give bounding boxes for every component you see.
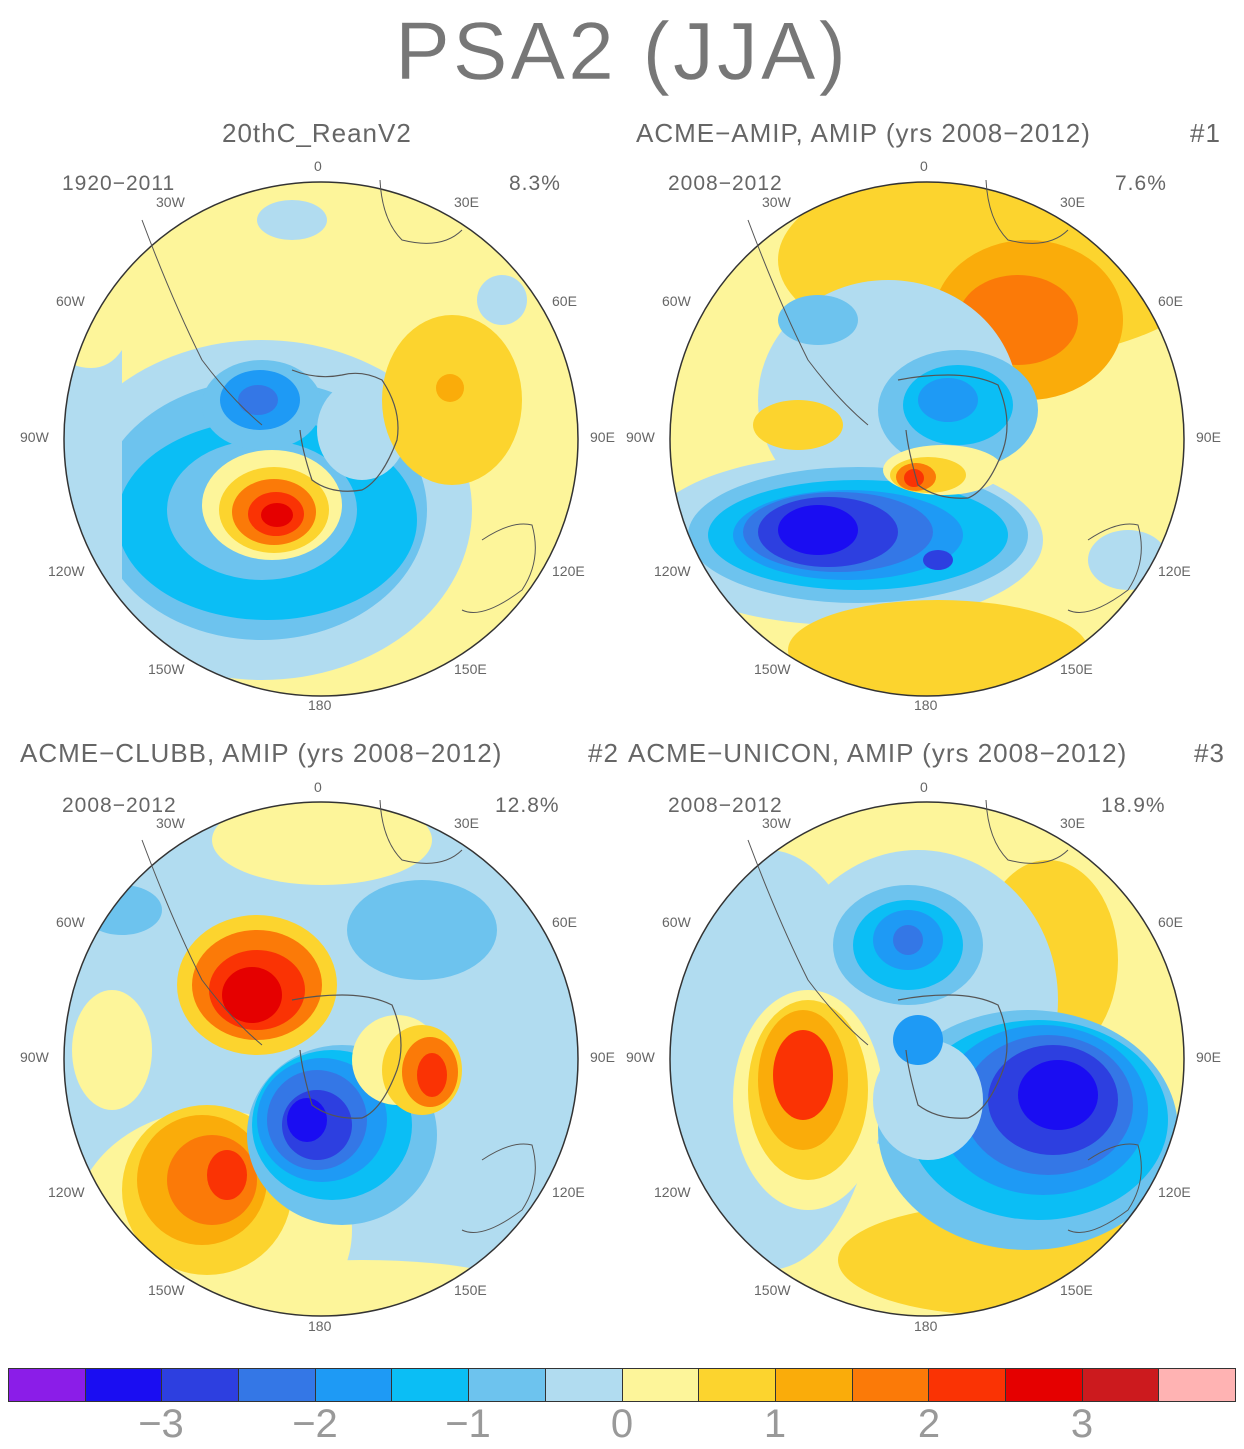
panel-1-lon-120w: 120W bbox=[48, 563, 85, 579]
panel-4-years: 2008−2012 bbox=[668, 794, 783, 817]
panel-4-lon-60w: 60W bbox=[662, 914, 691, 930]
panel-4-lon-150w: 150W bbox=[754, 1282, 791, 1298]
panel-1-lon-60w: 60W bbox=[56, 293, 85, 309]
panel-4-lon-90e: 90E bbox=[1196, 1049, 1221, 1065]
colorbar-label-neg1: −1 bbox=[445, 1402, 491, 1446]
panel-1-lon-30w: 30W bbox=[156, 194, 185, 210]
panel-1-lon-150e: 150E bbox=[454, 661, 487, 677]
panel-3-percent: 12.8% bbox=[495, 794, 560, 817]
panel-2-lon-150e: 150E bbox=[1060, 661, 1093, 677]
panel-1-percent: 8.3% bbox=[509, 172, 561, 195]
colorbar-swatch bbox=[928, 1368, 1006, 1402]
colorbar-swatch bbox=[468, 1368, 546, 1402]
panel-2-tag: #1 bbox=[1190, 118, 1221, 148]
panel-3-lon-30w: 30W bbox=[156, 815, 185, 831]
colorbar-swatch bbox=[84, 1368, 163, 1402]
panel-4-lon-120e: 120E bbox=[1158, 1184, 1191, 1200]
panel-3-years: 2008−2012 bbox=[62, 794, 177, 817]
panel-3-polar-map bbox=[63, 800, 579, 1317]
panel-4-lon-0: 0 bbox=[920, 779, 928, 795]
panel-4-lon-180: 180 bbox=[914, 1318, 938, 1334]
panel-2-lon-120e: 120E bbox=[1158, 563, 1191, 579]
panel-2-lon-60e: 60E bbox=[1158, 293, 1183, 309]
colorbar-swatch bbox=[238, 1368, 316, 1402]
colorbar-swatch bbox=[774, 1368, 853, 1402]
panel-4-polar-map bbox=[669, 800, 1185, 1317]
panel-4-lon-60e: 60E bbox=[1158, 914, 1183, 930]
colorbar-swatch bbox=[1081, 1368, 1160, 1402]
panel-3-lon-30e: 30E bbox=[454, 815, 479, 831]
panel-4-lon-90w: 90W bbox=[626, 1049, 655, 1065]
panel-4-lon-30e: 30E bbox=[1060, 815, 1085, 831]
colorbar-label-0: 0 bbox=[610, 1402, 634, 1446]
panel-2-lon-30w: 30W bbox=[762, 194, 791, 210]
panel-3-lon-120e: 120E bbox=[552, 1184, 585, 1200]
panel-4-title: ACME−UNICON, AMIP (yrs 2008−2012) bbox=[628, 738, 1128, 768]
panel-1-lon-90e: 90E bbox=[590, 429, 615, 445]
colorbar bbox=[8, 1368, 1236, 1402]
panel-1-title: 20thC_ReanV2 bbox=[222, 118, 412, 148]
panel-3-lon-120w: 120W bbox=[48, 1184, 85, 1200]
panel-2-lon-90e: 90E bbox=[1196, 429, 1221, 445]
panel-1-lon-180: 180 bbox=[308, 697, 332, 713]
panel-2-lon-120w: 120W bbox=[654, 563, 691, 579]
panel-3-lon-0: 0 bbox=[314, 779, 322, 795]
colorbar-label-2: 2 bbox=[917, 1402, 941, 1446]
panel-2-lon-30e: 30E bbox=[1060, 194, 1085, 210]
panel-2-title: ACME−AMIP, AMIP (yrs 2008−2012) bbox=[636, 118, 1091, 148]
panel-2-lon-60w: 60W bbox=[662, 293, 691, 309]
panel-1-lon-150w: 150W bbox=[148, 661, 185, 677]
colorbar-swatch bbox=[621, 1368, 700, 1402]
colorbar-swatch bbox=[8, 1368, 86, 1402]
panel-3-lon-60w: 60W bbox=[56, 914, 85, 930]
colorbar-label-1: 1 bbox=[763, 1402, 787, 1446]
panel-1-years: 1920−2011 bbox=[62, 172, 176, 195]
panel-2-lon-90w: 90W bbox=[626, 429, 655, 445]
panel-2-lon-180: 180 bbox=[914, 697, 938, 713]
colorbar-swatch bbox=[698, 1368, 776, 1402]
colorbar-swatch bbox=[1004, 1368, 1083, 1402]
panel-2-lon-150w: 150W bbox=[754, 661, 791, 677]
panel-3-lon-60e: 60E bbox=[552, 914, 577, 930]
panel-1-lon-60e: 60E bbox=[552, 293, 577, 309]
panel-3-lon-150e: 150E bbox=[454, 1282, 487, 1298]
panel-4-percent: 18.9% bbox=[1101, 794, 1166, 817]
colorbar-label-neg2: −2 bbox=[292, 1402, 338, 1446]
panel-1-lon-120e: 120E bbox=[552, 563, 585, 579]
panel-1-polar-map bbox=[63, 180, 579, 697]
panel-2-years: 2008−2012 bbox=[668, 172, 783, 195]
colorbar-swatch bbox=[544, 1368, 623, 1402]
panel-3-tag: #2 bbox=[588, 738, 619, 768]
colorbar-swatch bbox=[1158, 1368, 1236, 1402]
panel-1-lon-30e: 30E bbox=[454, 194, 479, 210]
main-title: PSA2 (JJA) bbox=[395, 6, 849, 98]
panel-1-lon-0: 0 bbox=[314, 158, 322, 174]
panel-4-tag: #3 bbox=[1194, 738, 1225, 768]
colorbar-swatch bbox=[391, 1368, 470, 1402]
colorbar-label-3: 3 bbox=[1070, 1402, 1094, 1446]
panel-3-title: ACME−CLUBB, AMIP (yrs 2008−2012) bbox=[20, 738, 503, 768]
colorbar-swatch bbox=[314, 1368, 393, 1402]
panel-1-lon-90w: 90W bbox=[20, 429, 49, 445]
panel-4-lon-30w: 30W bbox=[762, 815, 791, 831]
panel-3-lon-180: 180 bbox=[308, 1318, 332, 1334]
panel-3-lon-90e: 90E bbox=[590, 1049, 615, 1065]
colorbar-swatch bbox=[161, 1368, 240, 1402]
colorbar-label-neg3: −3 bbox=[138, 1402, 184, 1446]
panel-4-lon-150e: 150E bbox=[1060, 1282, 1093, 1298]
panel-2-polar-map bbox=[669, 180, 1185, 697]
panel-3-lon-90w: 90W bbox=[20, 1049, 49, 1065]
panel-3-lon-150w: 150W bbox=[148, 1282, 185, 1298]
colorbar-swatch bbox=[851, 1368, 930, 1402]
panel-2-lon-0: 0 bbox=[920, 158, 928, 174]
panel-4-lon-120w: 120W bbox=[654, 1184, 691, 1200]
panel-2-percent: 7.6% bbox=[1115, 172, 1167, 195]
